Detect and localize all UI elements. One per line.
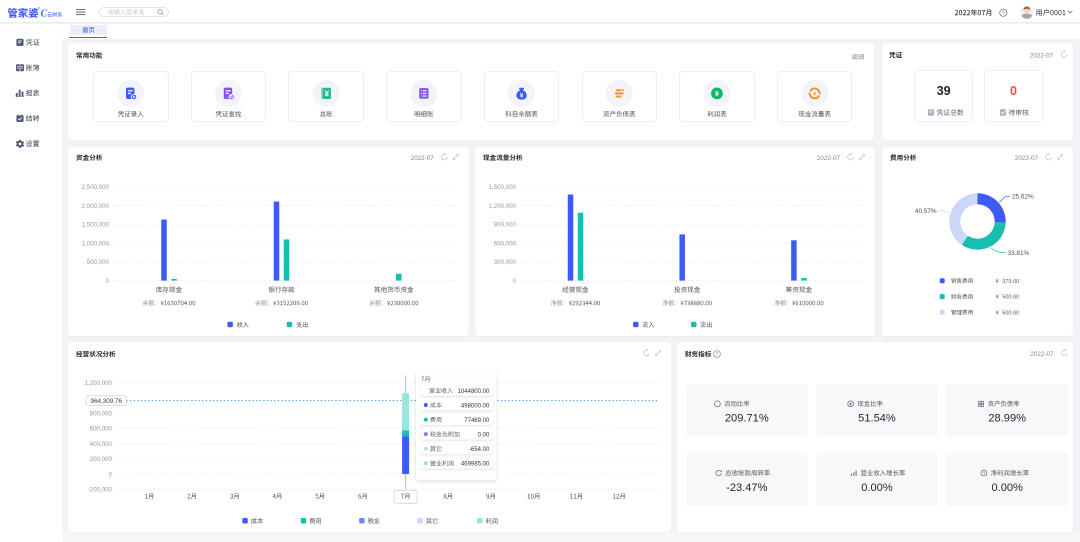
svg-text:?: ? — [1002, 11, 1005, 17]
svg-text:0: 0 — [1010, 84, 1017, 98]
svg-text:498000.00: 498000.00 — [461, 403, 490, 409]
svg-text:33.81%: 33.81% — [1008, 250, 1030, 257]
svg-text:77469.00: 77469.00 — [464, 418, 490, 424]
svg-text:600,000: 600,000 — [494, 240, 517, 247]
svg-text:51.54%: 51.54% — [858, 413, 896, 425]
svg-text:1044800.00: 1044800.00 — [458, 389, 490, 395]
svg-text:C: C — [41, 8, 48, 19]
svg-text:1,500,000: 1,500,000 — [488, 184, 516, 191]
svg-text:-654.00: -654.00 — [469, 447, 490, 453]
svg-text:¥: ¥ — [996, 279, 1000, 285]
svg-text:28.99%: 28.99% — [988, 413, 1026, 425]
svg-text:2022-07: 2022-07 — [411, 155, 435, 162]
svg-text:800,000: 800,000 — [90, 410, 113, 417]
svg-text:0.00%: 0.00% — [991, 482, 1023, 494]
svg-text:25.62%: 25.62% — [1012, 193, 1034, 200]
svg-text:¥: ¥ — [715, 91, 719, 98]
svg-text:1,200,000: 1,200,000 — [488, 203, 516, 210]
svg-text:?: ? — [716, 352, 719, 358]
svg-text:2022-07: 2022-07 — [817, 155, 841, 162]
svg-text:2,500,000: 2,500,000 — [81, 184, 109, 191]
svg-text:209.71%: 209.71% — [725, 413, 769, 425]
svg-text:2022-07: 2022-07 — [1015, 155, 1039, 162]
svg-text:600.00: 600.00 — [1002, 310, 1019, 316]
svg-text:900,000: 900,000 — [494, 222, 517, 229]
svg-text:-200,000: -200,000 — [88, 487, 113, 494]
svg-text:500,000: 500,000 — [87, 259, 110, 266]
svg-text:2022-07: 2022-07 — [1030, 351, 1054, 358]
svg-text:0.00: 0.00 — [478, 432, 490, 438]
svg-text:1,000,000: 1,000,000 — [81, 240, 109, 247]
svg-text:0: 0 — [106, 278, 110, 285]
svg-text:1,500,000: 1,500,000 — [81, 222, 109, 229]
svg-text:400,000: 400,000 — [90, 441, 113, 448]
svg-text:300,000: 300,000 — [494, 259, 517, 266]
svg-text:-23.47%: -23.47% — [726, 482, 767, 494]
svg-text:0: 0 — [513, 278, 517, 285]
svg-text:964,309.76: 964,309.76 — [90, 398, 122, 405]
svg-text:0: 0 — [109, 471, 113, 478]
svg-text:600,000: 600,000 — [90, 426, 113, 433]
svg-text:¥: ¥ — [520, 94, 524, 100]
svg-text:469985.00: 469985.00 — [461, 462, 490, 468]
svg-text:40.57%: 40.57% — [915, 208, 937, 215]
svg-text:1,200,000: 1,200,000 — [84, 380, 112, 387]
svg-text:500.00: 500.00 — [1002, 295, 1019, 301]
svg-text:¥: ¥ — [996, 295, 1000, 301]
svg-text:¥: ¥ — [813, 92, 817, 98]
svg-text:2,000,000: 2,000,000 — [81, 203, 109, 210]
svg-text:200,000: 200,000 — [90, 456, 113, 463]
svg-text:379.00: 379.00 — [1002, 279, 1019, 285]
svg-text:0.00%: 0.00% — [861, 482, 893, 494]
svg-text:2022-07: 2022-07 — [1030, 52, 1054, 59]
svg-text:39: 39 — [937, 84, 951, 98]
svg-text:¥: ¥ — [996, 310, 1000, 316]
